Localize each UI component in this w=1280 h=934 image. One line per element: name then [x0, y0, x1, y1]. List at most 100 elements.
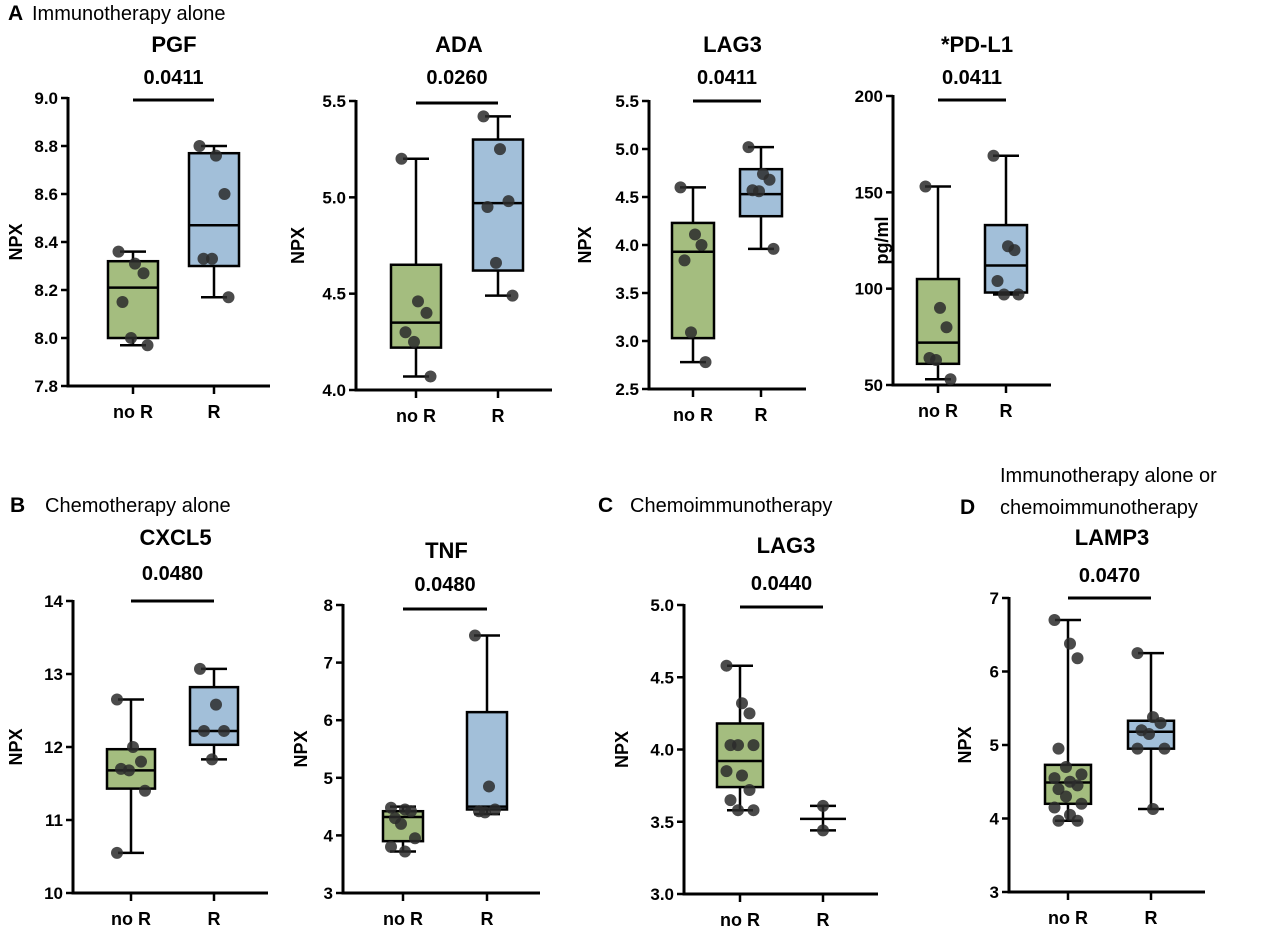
data-point — [1060, 761, 1072, 774]
data-point — [399, 326, 412, 339]
p-value: 0.0411 — [143, 67, 203, 89]
y-tick-label: 5 — [324, 769, 333, 788]
y-tick-label: 4.5 — [322, 285, 346, 304]
data-point — [1075, 768, 1088, 781]
y-axis-label: NPX — [6, 223, 26, 260]
y-tick-label: 5.0 — [615, 140, 639, 159]
y-tick-label: 8.0 — [34, 329, 58, 348]
section-c-header: C Chemoimmunotherapy — [598, 494, 832, 517]
y-tick-label: 8.2 — [34, 281, 58, 300]
box-group-r — [1126, 647, 1176, 815]
y-tick-label: 8.4 — [34, 233, 58, 252]
data-point — [111, 846, 123, 859]
data-point — [420, 306, 433, 319]
data-point — [1052, 814, 1065, 827]
y-tick-label: 5.5 — [322, 92, 346, 111]
data-point — [222, 291, 235, 304]
x-tick-label: no R — [918, 401, 958, 421]
x-tick-label: R — [817, 910, 830, 930]
section-d-header: D Immunotherapy alone or chemoimmunother… — [960, 465, 1217, 519]
box-group-r — [188, 662, 240, 766]
data-point — [1064, 637, 1076, 650]
data-point — [127, 741, 139, 753]
section-label-a: Immunotherapy alone — [32, 3, 225, 25]
data-point — [489, 803, 501, 816]
x-tick-label: R — [481, 909, 494, 929]
data-point — [987, 149, 1000, 162]
y-tick-label: 3.5 — [615, 284, 639, 303]
section-letter-d: D — [960, 496, 975, 519]
x-tick-label: no R — [396, 406, 436, 426]
y-tick-label: 150 — [855, 183, 883, 202]
y-tick-label: 4.5 — [615, 188, 639, 207]
y-tick-label: 4 — [990, 810, 1000, 829]
y-tick-label: 3.0 — [650, 885, 674, 904]
data-point — [1071, 779, 1084, 792]
data-point — [139, 784, 151, 797]
panel-ada-a: ADA 0.0260 4.0 4.5 5.0 5.5 NPX no R R — [288, 32, 552, 426]
y-tick-label: 9.0 — [34, 89, 58, 108]
box — [471, 138, 525, 272]
x-tick-label: R — [492, 406, 505, 426]
p-value: 0.0480 — [142, 563, 203, 585]
x-tick-label: no R — [673, 405, 713, 425]
p-value: 0.0480 — [414, 574, 475, 596]
y-tick-label: 3 — [990, 883, 999, 902]
section-letter-a: A — [8, 2, 23, 25]
x-tick-label: no R — [111, 909, 151, 929]
box — [670, 221, 716, 340]
y-tick-label: 4.0 — [322, 381, 346, 400]
data-point — [678, 254, 691, 267]
y-tick-label: 50 — [864, 376, 883, 395]
box-group-no-r — [381, 801, 425, 858]
data-point — [494, 143, 506, 156]
data-point — [218, 188, 231, 200]
y-tick-label: 7 — [990, 589, 999, 608]
data-point — [720, 659, 733, 672]
y-tick-label: 3.0 — [615, 332, 639, 351]
data-point — [1158, 742, 1171, 755]
y-axis-label: NPX — [6, 728, 26, 765]
y-axis-label: NPX — [575, 226, 595, 263]
panel-cxcl5-b: CXCL5 0.0480 10 11 12 13 14 NPX no R R — [6, 525, 268, 929]
panel-pdl1-a: *PD-L1 0.0411 50 100 150 200 pg/ml no R R — [855, 32, 1051, 421]
data-point — [197, 252, 210, 265]
data-point — [685, 326, 697, 339]
x-tick-label: R — [1000, 401, 1013, 421]
data-point — [1048, 614, 1061, 627]
data-point — [506, 289, 519, 302]
y-tick-label: 7.8 — [34, 377, 58, 396]
x-tick-label: R — [208, 909, 221, 929]
data-point — [405, 805, 417, 818]
y-tick-label: 4.0 — [615, 236, 639, 255]
panel-title: ADA — [435, 32, 483, 57]
box-group-r — [738, 141, 784, 255]
data-point — [742, 141, 755, 154]
data-point — [736, 697, 748, 710]
data-point — [1071, 652, 1084, 665]
data-point — [817, 799, 829, 812]
section-label-b: Chemotherapy alone — [45, 495, 231, 517]
data-point — [412, 295, 424, 308]
data-point — [1060, 790, 1072, 803]
data-point — [753, 185, 765, 198]
data-point — [1052, 742, 1065, 755]
y-tick-label: 5.0 — [650, 596, 674, 615]
data-point — [116, 296, 129, 308]
y-tick-label: 200 — [855, 87, 883, 106]
data-point — [991, 274, 1004, 287]
box — [915, 277, 961, 366]
y-tick-label: 3.5 — [650, 813, 674, 832]
data-point — [141, 339, 154, 352]
data-point — [1008, 244, 1021, 257]
panel-pgf-a: PGF 0.0411 7.8 8.0 8.2 8.4 8.6 8.8 9.0 NPX no R R — [6, 32, 270, 422]
box-group-no-r — [1043, 614, 1093, 827]
box-group-r — [800, 799, 846, 837]
data-point — [479, 806, 491, 819]
panel-title: LAG3 — [703, 32, 762, 57]
section-letter-b: B — [10, 494, 25, 517]
x-tick-label: R — [1145, 908, 1158, 928]
data-point — [1131, 647, 1144, 660]
y-tick-label: 2.5 — [615, 380, 639, 399]
data-point — [747, 739, 760, 752]
